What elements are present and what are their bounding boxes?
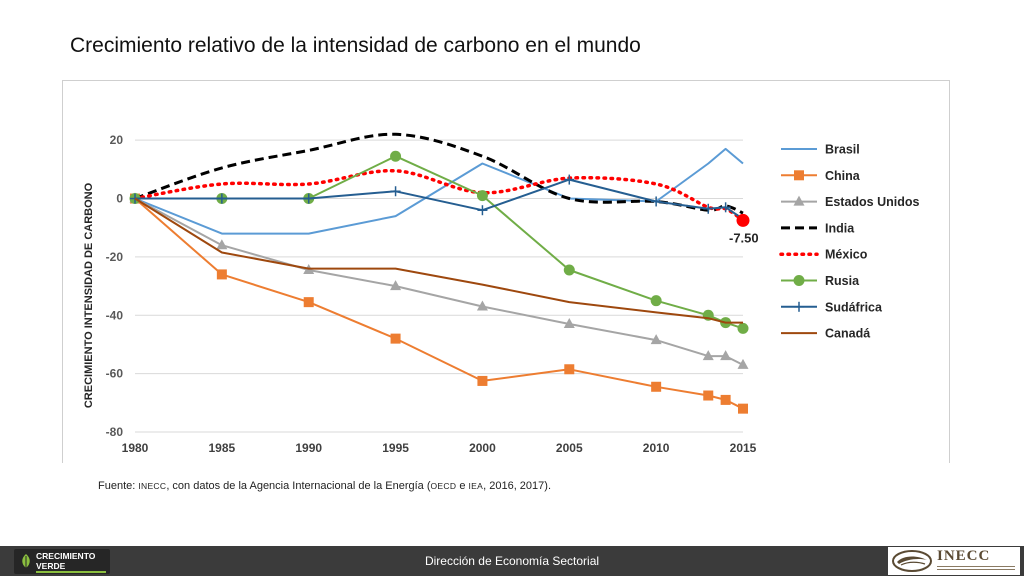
legend-label: India bbox=[825, 221, 855, 235]
source-org-inecc: INECC bbox=[138, 481, 167, 491]
slide-title: Crecimiento relativo de la intensidad de… bbox=[70, 34, 641, 57]
y-tick-label: -40 bbox=[106, 308, 124, 322]
data-point-triangle bbox=[650, 334, 662, 345]
x-tick-label: 2015 bbox=[730, 441, 757, 455]
data-point-square bbox=[390, 333, 401, 344]
data-point-triangle bbox=[390, 280, 402, 291]
y-axis-title: CRECIMIENTO INTENSIDAD DE CARBONO bbox=[83, 182, 95, 408]
legend-label: Brasil bbox=[825, 143, 860, 157]
x-tick-label: 1985 bbox=[209, 441, 236, 455]
source-prefix: Fuente: bbox=[98, 480, 139, 492]
data-point-circle bbox=[563, 264, 575, 276]
series-line bbox=[134, 197, 744, 410]
source-org-oecd: OECD bbox=[430, 481, 457, 491]
data-point-square bbox=[303, 297, 314, 308]
data-point-triangle bbox=[737, 358, 749, 369]
series-line bbox=[134, 147, 744, 235]
data-point-square bbox=[720, 394, 731, 405]
x-tick-label: 1980 bbox=[122, 441, 149, 455]
legend-label: Sudáfrica bbox=[825, 300, 883, 314]
legend-label: China bbox=[825, 169, 861, 183]
data-point-triangle bbox=[793, 195, 805, 206]
data-point-triangle bbox=[476, 300, 488, 311]
x-tick-label: 2010 bbox=[643, 441, 670, 455]
inecc-subtitle-lines bbox=[937, 566, 1015, 570]
y-tick-label: -60 bbox=[106, 367, 124, 381]
data-point-circle bbox=[390, 150, 402, 162]
footer-bar: CRECIMIENTO VERDE Dirección de Economía … bbox=[0, 546, 1024, 576]
data-point-square bbox=[703, 390, 714, 401]
x-tick-label: 2005 bbox=[556, 441, 583, 455]
chart-area: 20 0 -20 -40 -60 -80 1980 1985 1990 1995 2000 2005 2… bbox=[62, 80, 950, 463]
y-tick-label: 0 bbox=[116, 192, 123, 206]
highlight-point bbox=[736, 213, 750, 227]
source-org-iea: IEA bbox=[468, 481, 484, 491]
inecc-logo: INECC bbox=[888, 547, 1020, 575]
legend-label: Rusia bbox=[825, 274, 860, 288]
inecc-emblem-icon bbox=[892, 550, 932, 572]
source-note: Fuente: INECC, con datos de la Agencia I… bbox=[98, 480, 551, 492]
data-point-triangle bbox=[563, 318, 575, 329]
data-point-square bbox=[794, 170, 804, 181]
y-tick-label: -80 bbox=[106, 425, 124, 439]
series-line bbox=[135, 178, 744, 220]
data-point-square bbox=[564, 364, 575, 375]
y-tick-label: -20 bbox=[106, 250, 124, 264]
data-point-circle bbox=[793, 275, 805, 286]
series-line bbox=[134, 197, 744, 366]
data-point-circle bbox=[476, 190, 488, 202]
crecimiento-verde-logo: CRECIMIENTO VERDE bbox=[14, 549, 110, 574]
data-point-triangle bbox=[702, 350, 714, 361]
data-point-square bbox=[477, 375, 488, 386]
data-point-square bbox=[216, 269, 227, 280]
data-point-circle bbox=[650, 295, 662, 307]
logo-underline bbox=[36, 571, 106, 573]
leaf-icon bbox=[22, 554, 30, 568]
x-tick-label: 1990 bbox=[295, 441, 322, 455]
logo-left-line-1: CRECIMIENTO bbox=[36, 551, 96, 561]
data-label: -7.50 bbox=[729, 230, 759, 245]
line-chart: 20 0 -20 -40 -60 -80 1980 1985 1990 1995 2000 2005 2… bbox=[83, 132, 920, 455]
data-point-triangle bbox=[216, 239, 228, 250]
footer-department: Dirección de Economía Sectorial bbox=[424, 554, 600, 568]
inecc-logo-text: INECC bbox=[937, 548, 991, 564]
source-mid-2: e bbox=[456, 480, 469, 492]
series-line bbox=[133, 169, 745, 223]
y-tick-label: 20 bbox=[110, 133, 124, 147]
source-suffix: , 2016, 2017). bbox=[483, 480, 551, 492]
data-point-circle bbox=[737, 322, 749, 334]
legend-label: Estados Unidos bbox=[825, 195, 920, 209]
series-line bbox=[134, 197, 743, 324]
data-point-square bbox=[738, 403, 748, 414]
legend-label: México bbox=[825, 248, 868, 262]
data-point-square bbox=[651, 381, 662, 392]
legend-label: Canadá bbox=[825, 327, 870, 341]
data-point-triangle bbox=[720, 350, 732, 361]
source-mid-1: , con datos de la Agencia Internacional … bbox=[166, 480, 431, 492]
x-tick-label: 2000 bbox=[469, 441, 496, 455]
series-line bbox=[134, 132, 744, 215]
logo-left-line-2: VERDE bbox=[36, 561, 66, 571]
x-tick-label: 1995 bbox=[382, 441, 409, 455]
